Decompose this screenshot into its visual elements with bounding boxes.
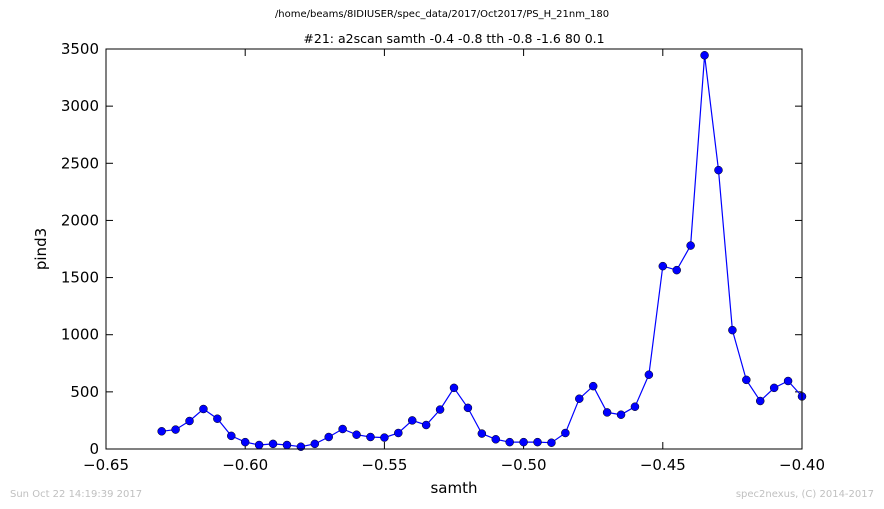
data-point	[491, 435, 501, 444]
x-tick-label: −0.50	[501, 456, 547, 474]
data-point	[463, 403, 473, 413]
data-point	[686, 241, 695, 250]
x-tick-label: −0.40	[779, 456, 825, 474]
data-point	[240, 437, 250, 447]
data-point	[672, 265, 681, 275]
data-point	[700, 51, 709, 60]
data-point	[366, 432, 375, 442]
data-point	[755, 396, 765, 406]
data-point	[407, 416, 417, 425]
data-point	[338, 424, 347, 434]
data-point	[171, 425, 180, 434]
data-markers	[157, 51, 807, 451]
data-point	[658, 261, 668, 271]
data-point	[714, 165, 723, 175]
data-point	[185, 416, 194, 426]
series-line	[161, 55, 803, 448]
data-point	[199, 404, 208, 414]
data-point	[533, 437, 542, 447]
data-point	[728, 325, 737, 335]
data-point	[227, 431, 236, 441]
data-point	[254, 440, 264, 450]
data-series	[161, 55, 803, 448]
y-axis-label: pind3	[32, 227, 50, 271]
data-point	[296, 442, 306, 451]
data-point	[310, 439, 320, 449]
x-tick-label: −0.65	[83, 456, 129, 474]
data-point	[519, 437, 528, 447]
x-tick-label: −0.45	[640, 456, 686, 474]
y-tick-label: 500	[70, 383, 99, 401]
tick-labels: −0.65 −0.60 −0.55 −0.50 −0.45 −0.40 0 500 1000 15…	[61, 40, 825, 474]
x-tick-label: −0.60	[222, 456, 268, 474]
y-tick-label: 2500	[61, 154, 99, 172]
x-axis-label: samth	[430, 479, 478, 497]
chart-title: #21: a2scan samth -0.4 -0.8 tth -0.8 -1.…	[303, 31, 605, 46]
data-point	[505, 437, 514, 447]
figure-suptitle: /home/beams/8IDIUSER/spec_data/2017/Oct2…	[274, 9, 610, 20]
data-point	[588, 381, 598, 391]
y-tick-label: 3000	[61, 97, 99, 115]
data-point	[421, 420, 431, 430]
y-tick-label: 3500	[61, 40, 99, 58]
y-tick-label: 0	[89, 440, 99, 458]
data-point	[616, 410, 626, 419]
data-point	[575, 394, 584, 403]
y-tick-label: 1000	[61, 326, 99, 344]
data-point	[644, 370, 654, 379]
data-point	[602, 408, 612, 417]
data-point	[477, 429, 487, 438]
data-point	[435, 405, 445, 414]
data-point	[630, 402, 640, 411]
footer-timestamp: Sun Oct 22 14:19:39 2017	[10, 489, 143, 500]
data-point	[561, 428, 570, 438]
data-point	[157, 427, 166, 436]
data-point	[783, 376, 793, 386]
y-tick-label: 1500	[61, 269, 99, 287]
data-point	[268, 439, 278, 449]
data-point	[282, 440, 292, 450]
footer-credit: spec2nexus, (C) 2014-2017	[735, 489, 874, 500]
data-point	[394, 428, 403, 438]
data-point	[449, 383, 459, 393]
data-point	[324, 432, 333, 442]
data-point	[742, 375, 751, 385]
y-tick-label: 2000	[61, 211, 99, 229]
data-point	[213, 414, 222, 423]
data-point	[352, 430, 361, 439]
plot-area-frame	[105, 48, 803, 450]
x-tick-label: −0.55	[361, 456, 407, 474]
data-point	[547, 438, 556, 447]
data-point	[769, 383, 779, 393]
data-point	[380, 433, 389, 442]
